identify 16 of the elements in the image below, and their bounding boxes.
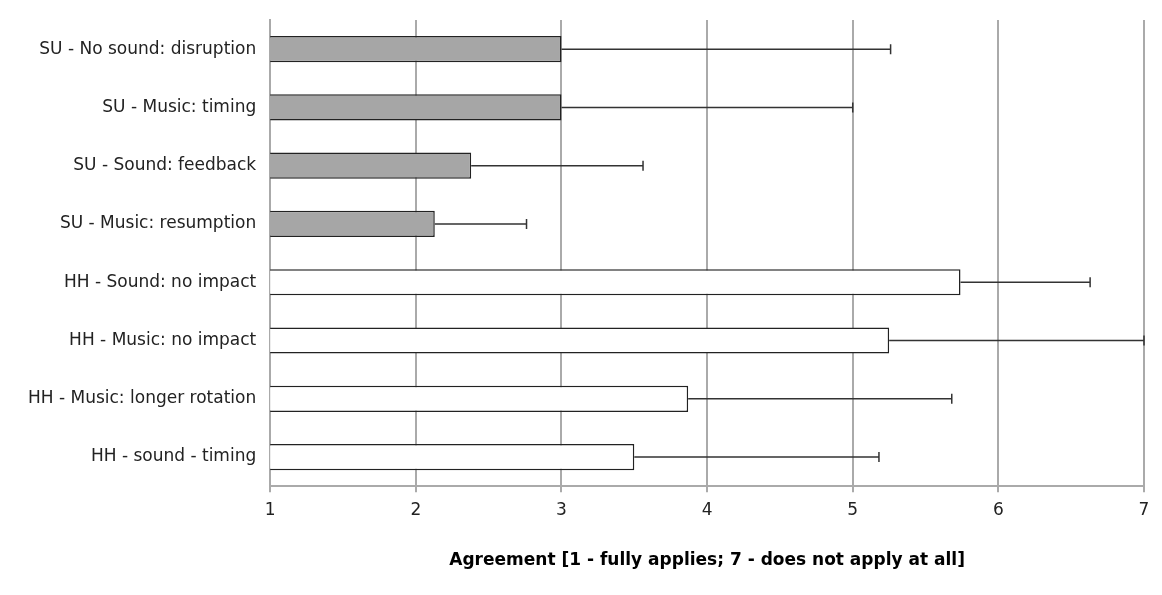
y-tick-label: HH - Music: longer rotation xyxy=(27,387,257,408)
x-tick-label: 5 xyxy=(847,498,859,519)
y-tick-label: SU - Sound: feedback xyxy=(73,154,257,175)
y-tick-label: HH - Sound: no impact xyxy=(63,270,257,291)
x-tick-label: 1 xyxy=(264,498,276,519)
y-tick-label: SU - Music: resumption xyxy=(59,212,257,233)
y-tick-label: SU - Music: timing xyxy=(102,95,257,116)
x-tick-label: 7 xyxy=(1138,498,1150,519)
x-tick-label: 3 xyxy=(556,498,567,519)
y-tick-label: HH - sound - timing xyxy=(90,445,257,466)
y-tick-label: SU - No sound: disruption xyxy=(39,37,257,58)
x-axis-title: Agreement [1 - fully applies; 7 - does not apply at all] xyxy=(449,549,965,570)
y-tick-label: HH - Music: no impact xyxy=(69,328,257,349)
x-tick-label: 6 xyxy=(992,498,1004,519)
x-tick-label: 2 xyxy=(410,498,422,519)
x-tick-label: 4 xyxy=(701,498,713,519)
